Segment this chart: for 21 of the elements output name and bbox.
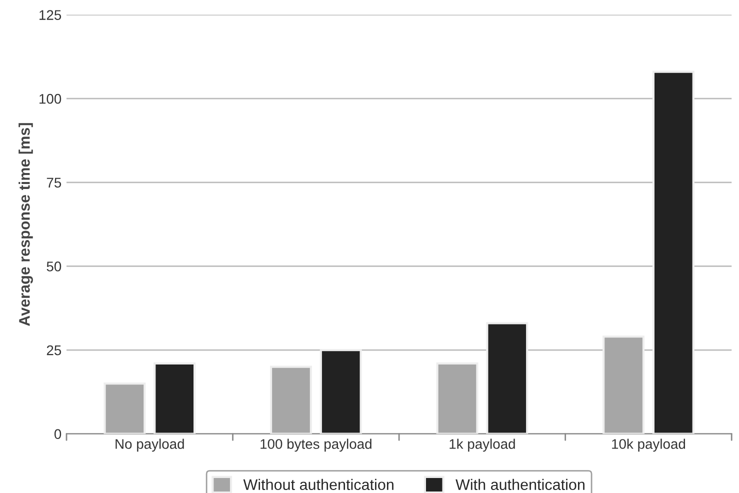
x-tick-label: 10k payload [612,438,686,452]
y-tick-label: 125 [40,10,62,20]
y-tick-label: 75 [46,178,62,188]
bar [320,348,362,434]
y-axis-title: Average response time [ms] [18,123,33,326]
y-tick-label: 100 [40,94,62,104]
bar [104,382,146,434]
bar [602,336,645,434]
x-tick-label: 100 bytes payload [260,438,372,452]
bar [436,362,478,434]
bar [154,362,196,434]
bar [486,322,528,434]
y-tick-label: 0 [54,429,62,440]
x-tick-label: No payload [116,438,184,452]
bar [270,366,312,434]
y-tick-label: 50 [46,262,62,272]
x-tick-label: 1k payload [450,438,515,452]
bar [652,70,694,434]
legend-label: Without authentication [243,478,394,490]
legend-label: With authentication [456,478,584,490]
y-tick-label: 25 [46,345,62,356]
